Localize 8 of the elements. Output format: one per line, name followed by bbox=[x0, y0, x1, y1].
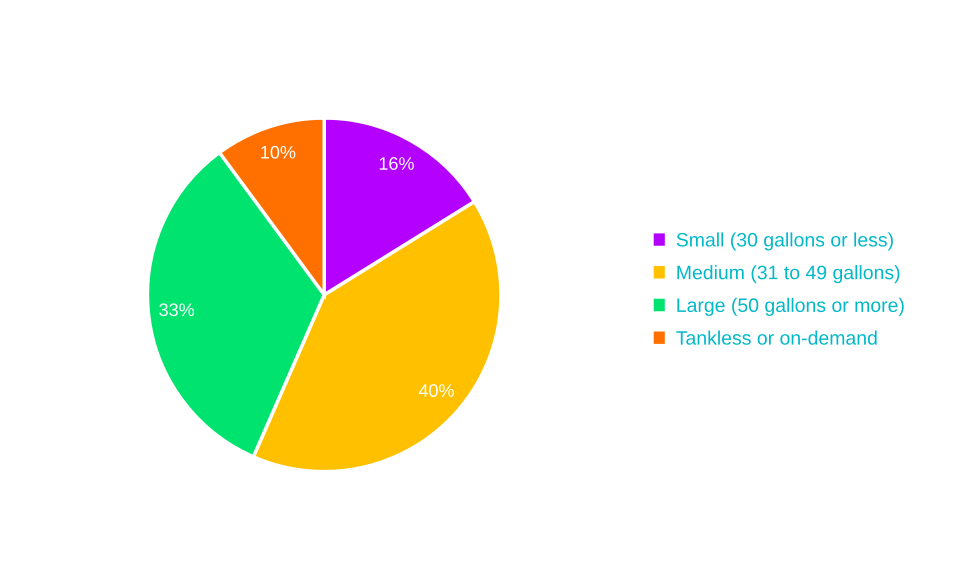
legend-label: Small (30 gallons or less) bbox=[676, 232, 893, 250]
data-label: 40% bbox=[418, 384, 454, 397]
legend-label: Medium (31 to 49 gallons) bbox=[677, 265, 900, 284]
legend-label: Large (50 gallons or more) bbox=[677, 298, 904, 316]
data-label: 33% bbox=[159, 303, 194, 316]
data-label: 16% bbox=[380, 157, 414, 170]
data-label: 10% bbox=[261, 146, 296, 159]
legend-label: Tankless or on-demand bbox=[676, 330, 877, 345]
